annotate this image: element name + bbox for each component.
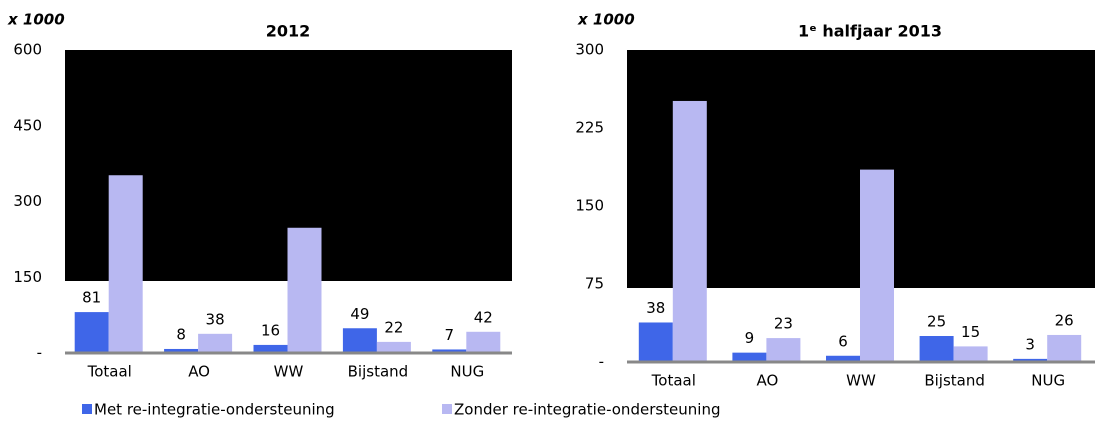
value-label: 22 (384, 318, 403, 336)
x-tick-label: NUG (450, 363, 484, 381)
x-tick-label: AO (756, 372, 778, 390)
x-tick-label: WW (274, 363, 304, 381)
value-label: 7 (445, 326, 455, 344)
value-label: 251 (675, 77, 704, 95)
x-tick-label: Totaal (651, 372, 696, 390)
value-label: 25 (927, 313, 946, 331)
value-label: 81 (82, 289, 101, 307)
value-label: 8 (176, 325, 186, 343)
bar (638, 322, 673, 362)
bar (376, 341, 411, 353)
chart-title: 2012 (266, 22, 311, 41)
x-tick-label: Totaal (87, 363, 132, 381)
bar (342, 328, 377, 353)
y-tick-label: - (599, 353, 604, 371)
x-tick-label: NUG (1031, 372, 1065, 390)
y-tick-label: 150 (575, 197, 604, 215)
bar (826, 355, 860, 362)
value-label: 16 (261, 321, 280, 339)
x-tick-label: Bijstand (348, 363, 409, 381)
bar (732, 352, 767, 362)
bar (432, 349, 467, 353)
legend-label: Met re-integratie-ondersteuning (94, 401, 335, 419)
bar (1013, 358, 1048, 362)
y-tick-label: 225 (575, 119, 604, 137)
bar (74, 312, 109, 353)
unit-label: x 1000 (577, 11, 635, 29)
bar (164, 348, 199, 353)
value-label: 352 (111, 152, 140, 170)
legend-swatch (442, 404, 452, 414)
value-label: 3 (1025, 335, 1035, 353)
y-tick-label: 75 (585, 275, 604, 293)
unit-label: x 1000 (7, 11, 65, 29)
bar (108, 175, 143, 353)
bar (953, 346, 988, 362)
bar (287, 227, 322, 353)
y-tick-label: 600 (13, 41, 42, 59)
bar (766, 338, 801, 362)
value-label: 49 (350, 305, 369, 323)
value-label: 38 (206, 310, 225, 328)
value-label: 6 (838, 332, 848, 350)
y-tick-label: 300 (575, 41, 604, 59)
value-label: 248 (290, 204, 319, 222)
value-label: 15 (961, 323, 980, 341)
value-label: 9 (745, 329, 755, 347)
value-label: 42 (474, 308, 493, 326)
bar (1047, 334, 1082, 362)
bar (253, 344, 288, 353)
y-tick-label: - (37, 344, 42, 362)
value-label: 38 (646, 299, 665, 317)
x-tick-label: Bijstand (924, 372, 985, 390)
chart-title: 1ᵉ halfjaar 2013 (798, 22, 942, 41)
y-tick-label: 450 (13, 116, 42, 134)
value-label: 185 (863, 146, 892, 164)
value-label: 23 (774, 315, 793, 333)
y-tick-label: 300 (13, 192, 42, 210)
bar (198, 333, 233, 353)
value-label: 26 (1055, 311, 1074, 329)
legend-label: Zonder re-integratie-ondersteuning (454, 401, 721, 419)
x-tick-label: WW (846, 372, 876, 390)
y-tick-label: 150 (13, 268, 42, 286)
bar (466, 331, 501, 353)
bar (672, 100, 707, 363)
bar (919, 336, 954, 362)
legend-swatch (82, 404, 92, 414)
x-tick-label: AO (188, 363, 210, 381)
bar (860, 169, 894, 362)
